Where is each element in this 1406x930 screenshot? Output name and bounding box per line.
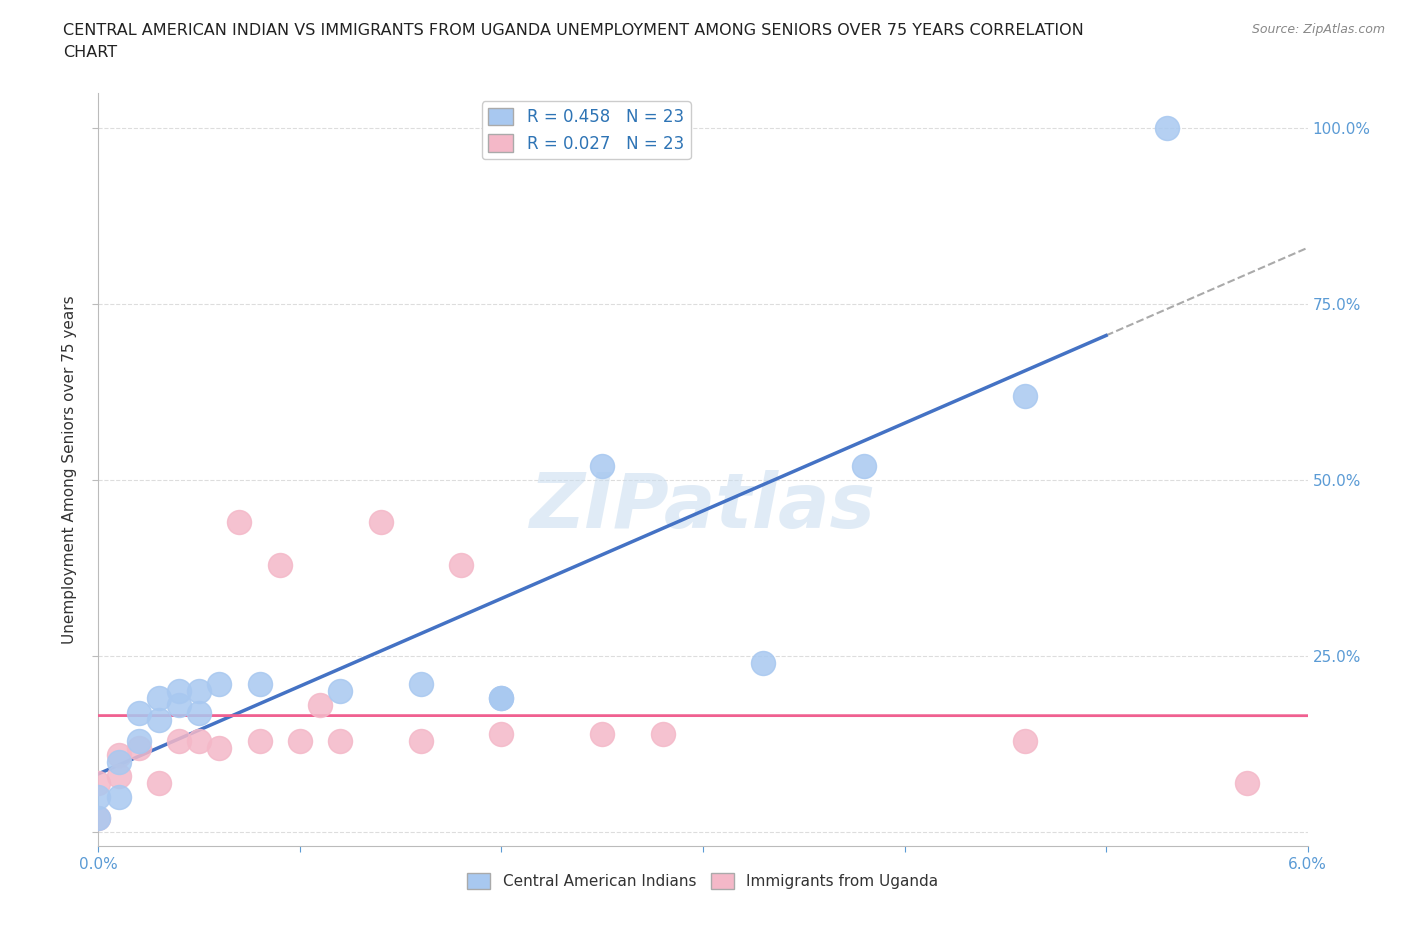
Point	[128, 705, 150, 720]
Point	[87, 776, 110, 790]
Point	[591, 458, 613, 473]
Point	[148, 776, 170, 790]
Point	[409, 733, 432, 748]
Text: ZIPatlas: ZIPatlas	[530, 471, 876, 544]
Point	[148, 691, 170, 706]
Point	[752, 656, 775, 671]
Point	[249, 733, 271, 748]
Point	[107, 748, 129, 763]
Point	[87, 790, 110, 804]
Text: Source: ZipAtlas.com: Source: ZipAtlas.com	[1251, 23, 1385, 36]
Point	[87, 811, 110, 826]
Point	[651, 726, 673, 741]
Point	[107, 768, 129, 783]
Point	[1014, 733, 1036, 748]
Point	[1014, 389, 1036, 404]
Point	[249, 677, 271, 692]
Point	[148, 712, 170, 727]
Point	[1236, 776, 1258, 790]
Point	[309, 698, 332, 713]
Point	[491, 691, 513, 706]
Point	[329, 733, 352, 748]
Y-axis label: Unemployment Among Seniors over 75 years: Unemployment Among Seniors over 75 years	[62, 296, 77, 644]
Point	[107, 790, 129, 804]
Point	[370, 515, 392, 530]
Point	[853, 458, 876, 473]
Point	[409, 677, 432, 692]
Point	[128, 740, 150, 755]
Point	[167, 684, 190, 698]
Point	[288, 733, 311, 748]
Point	[450, 557, 472, 572]
Point	[128, 733, 150, 748]
Point	[188, 684, 211, 698]
Point	[208, 740, 231, 755]
Point	[1156, 121, 1178, 136]
Point	[269, 557, 291, 572]
Point	[87, 811, 110, 826]
Point	[329, 684, 352, 698]
Point	[188, 705, 211, 720]
Legend: Central American Indians, Immigrants from Uganda: Central American Indians, Immigrants fro…	[461, 867, 945, 896]
Point	[228, 515, 250, 530]
Point	[107, 754, 129, 769]
Text: CHART: CHART	[63, 45, 117, 60]
Point	[167, 733, 190, 748]
Point	[491, 726, 513, 741]
Point	[167, 698, 190, 713]
Text: CENTRAL AMERICAN INDIAN VS IMMIGRANTS FROM UGANDA UNEMPLOYMENT AMONG SENIORS OVE: CENTRAL AMERICAN INDIAN VS IMMIGRANTS FR…	[63, 23, 1084, 38]
Point	[208, 677, 231, 692]
Point	[591, 726, 613, 741]
Point	[491, 691, 513, 706]
Point	[188, 733, 211, 748]
